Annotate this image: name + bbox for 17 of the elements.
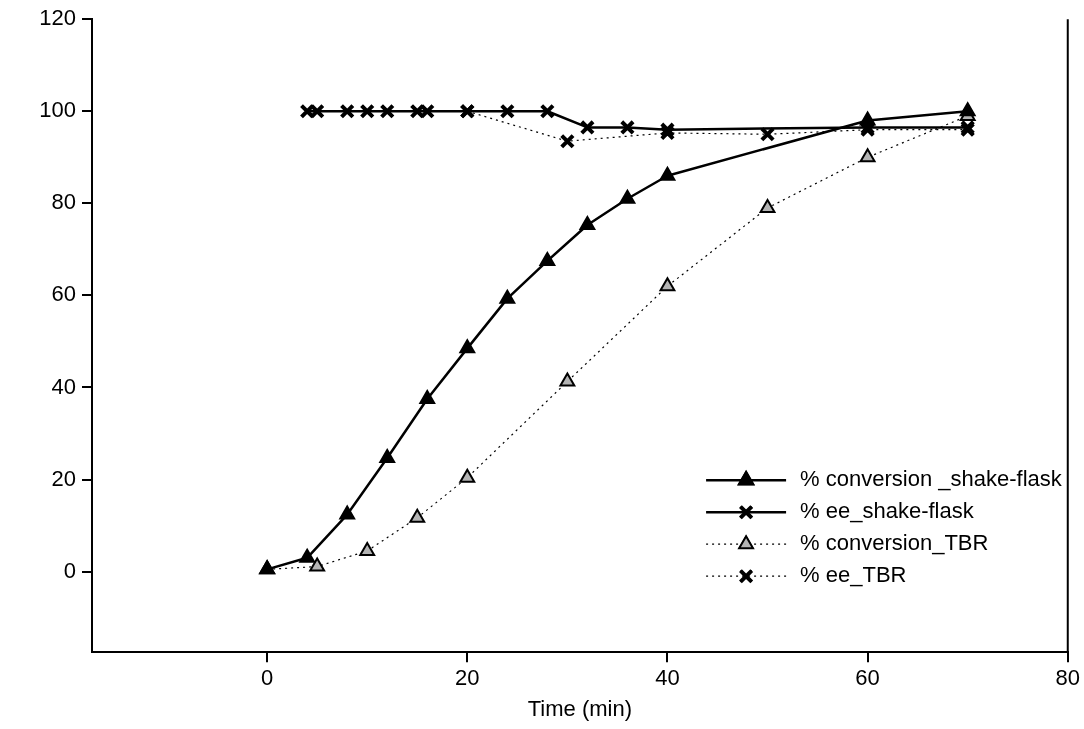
x-axis-title: Time (min) <box>527 695 633 721</box>
x-tick-label: 60 <box>855 665 880 691</box>
legend-label: % ee_TBR <box>800 562 907 588</box>
legend-label: % conversion_TBR <box>800 530 989 556</box>
x-tick-label: 80 <box>1055 665 1081 691</box>
x-tick-label: 40 <box>655 665 680 691</box>
legend-label: % conversion _shake-flask <box>800 466 1063 492</box>
x-tick-label: 0 <box>261 665 274 691</box>
y-tick-label: 20 <box>51 465 76 491</box>
y-tick-label: 60 <box>51 281 76 307</box>
y-tick-label: 0 <box>63 557 76 583</box>
y-tick-label: 100 <box>39 97 76 123</box>
y-tick-label: 40 <box>51 373 76 399</box>
x-tick-label: 20 <box>455 665 480 691</box>
legend-label: % ee_shake-flask <box>800 498 975 524</box>
y-tick-label: 80 <box>51 189 76 215</box>
y-tick-label: 120 <box>39 5 76 31</box>
